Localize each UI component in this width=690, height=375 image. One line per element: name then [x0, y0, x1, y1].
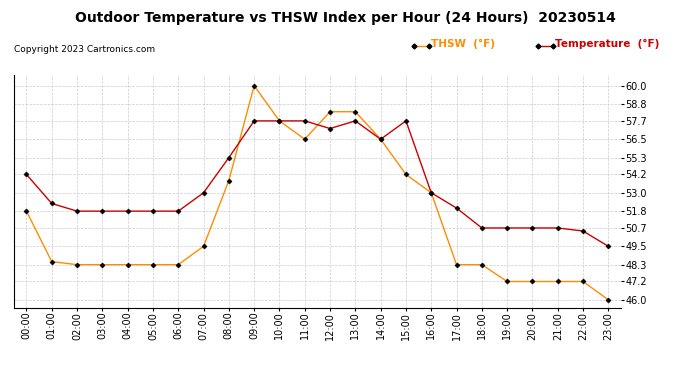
- Temperature  (°F): [427, 190, 435, 195]
- THSW  (°F): [579, 279, 587, 284]
- THSW  (°F): [98, 262, 106, 267]
- Temperature  (°F): [22, 172, 30, 177]
- THSW  (°F): [351, 110, 359, 114]
- THSW  (°F): [604, 298, 613, 302]
- Temperature  (°F): [225, 155, 233, 160]
- Temperature  (°F): [529, 226, 537, 230]
- Temperature  (°F): [503, 226, 511, 230]
- THSW  (°F): [48, 260, 56, 264]
- THSW  (°F): [301, 137, 309, 141]
- THSW  (°F): [402, 172, 410, 177]
- THSW  (°F): [477, 262, 486, 267]
- Temperature  (°F): [124, 209, 132, 213]
- THSW  (°F): [377, 137, 385, 141]
- THSW  (°F): [427, 190, 435, 195]
- Temperature  (°F): [98, 209, 106, 213]
- Temperature  (°F): [604, 244, 613, 249]
- Temperature  (°F): [149, 209, 157, 213]
- THSW  (°F): [529, 279, 537, 284]
- Text: Outdoor Temperature vs THSW Index per Hour (24 Hours)  20230514: Outdoor Temperature vs THSW Index per Ho…: [75, 11, 615, 25]
- THSW  (°F): [124, 262, 132, 267]
- THSW  (°F): [503, 279, 511, 284]
- Temperature  (°F): [326, 126, 334, 131]
- THSW  (°F): [250, 84, 258, 88]
- Temperature  (°F): [579, 229, 587, 233]
- Temperature  (°F): [199, 190, 208, 195]
- Temperature  (°F): [402, 118, 410, 123]
- Temperature  (°F): [301, 118, 309, 123]
- Temperature  (°F): [377, 137, 385, 141]
- Text: Temperature  (°F): Temperature (°F): [555, 39, 660, 50]
- Line: THSW  (°F): THSW (°F): [25, 84, 610, 302]
- Text: THSW  (°F): THSW (°F): [431, 39, 495, 50]
- Temperature  (°F): [250, 118, 258, 123]
- Temperature  (°F): [453, 206, 461, 210]
- THSW  (°F): [199, 244, 208, 249]
- THSW  (°F): [174, 262, 182, 267]
- THSW  (°F): [453, 262, 461, 267]
- THSW  (°F): [553, 279, 562, 284]
- Temperature  (°F): [174, 209, 182, 213]
- Temperature  (°F): [477, 226, 486, 230]
- THSW  (°F): [22, 209, 30, 213]
- Temperature  (°F): [351, 118, 359, 123]
- THSW  (°F): [225, 178, 233, 183]
- Temperature  (°F): [275, 118, 284, 123]
- Line: Temperature  (°F): Temperature (°F): [25, 119, 610, 248]
- THSW  (°F): [149, 262, 157, 267]
- Temperature  (°F): [48, 201, 56, 206]
- Text: Copyright 2023 Cartronics.com: Copyright 2023 Cartronics.com: [14, 45, 155, 54]
- Temperature  (°F): [73, 209, 81, 213]
- Temperature  (°F): [553, 226, 562, 230]
- THSW  (°F): [326, 110, 334, 114]
- THSW  (°F): [275, 118, 284, 123]
- THSW  (°F): [73, 262, 81, 267]
